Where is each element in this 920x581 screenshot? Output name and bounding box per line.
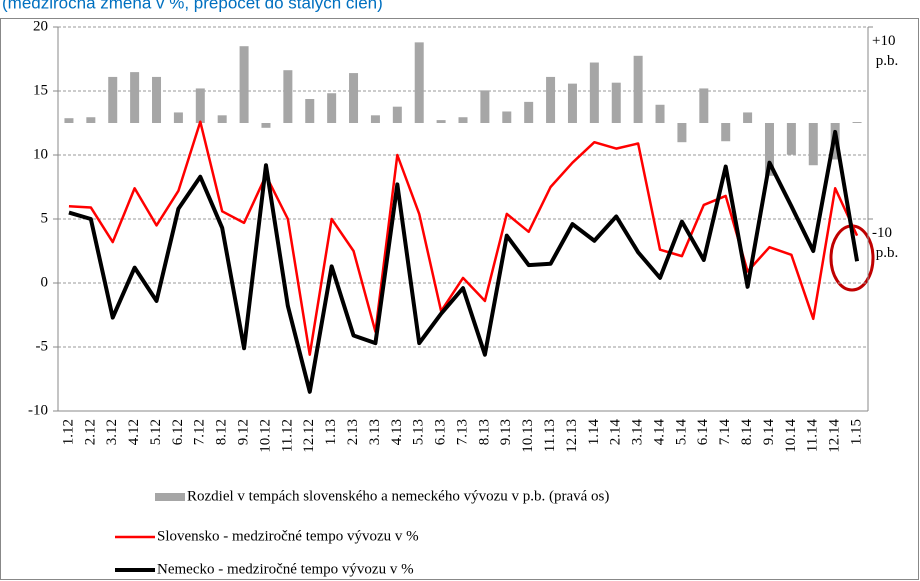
x-tick-label: 1.13: [323, 419, 339, 445]
bar: [86, 117, 96, 123]
x-tick-label: 7.14: [717, 419, 733, 446]
bar: [699, 88, 709, 123]
line: [68, 120, 859, 356]
bar: [633, 55, 643, 123]
x-tick-label: 2.14: [608, 419, 624, 446]
x-tick-label: 4.14: [651, 419, 667, 446]
bar: [764, 123, 774, 176]
x-tick-label: 5.12: [148, 419, 164, 445]
x-tick-label: 8.12: [214, 419, 230, 445]
x-tick-label: 7.13: [454, 419, 470, 445]
x-tick-label: 5.14: [673, 419, 689, 446]
bar: [414, 42, 424, 123]
bar: [721, 123, 731, 142]
x-tick-label: 2.12: [82, 419, 98, 445]
x-tick-label: 6.12: [170, 419, 186, 445]
chart-border: [0, 18, 919, 580]
bar: [108, 76, 118, 123]
bar: [743, 112, 753, 123]
legend-label: Rozdiel v tempách slovenského a nemeckéh…: [187, 488, 609, 504]
y2-tick-label: +10 p.b.: [872, 33, 898, 69]
bar: [546, 76, 556, 123]
bar: [567, 83, 577, 123]
x-tick-label: 2.13: [345, 419, 361, 445]
y-tick-label: 0: [41, 274, 49, 290]
bar: [327, 93, 337, 123]
x-tick-label: 8.13: [476, 419, 492, 445]
line: [68, 129, 860, 394]
x-tick-label: 4.12: [126, 419, 142, 445]
x-tick-label: 6.14: [695, 419, 711, 446]
x-tick-label: 9.12: [236, 419, 252, 445]
x-tick-label: 10.14: [783, 419, 799, 453]
y2-tick-label: -10 p.b.: [872, 225, 898, 261]
x-tick-label: 11.14: [805, 419, 821, 453]
x-tick-label: 6.13: [433, 419, 449, 445]
y-tick-label: -5: [36, 338, 49, 354]
bar: [283, 70, 293, 123]
x-tick-label: 12.13: [564, 419, 580, 453]
bar: [480, 90, 490, 123]
bar: [524, 101, 534, 123]
x-tick-label: 5.13: [411, 419, 427, 445]
bar: [130, 72, 140, 123]
y-tick-label: 15: [33, 82, 48, 98]
y-tick-label: 10: [33, 146, 48, 162]
bar: [392, 106, 402, 123]
bar: [611, 82, 621, 123]
x-tick-label: 3.13: [367, 419, 383, 445]
bar: [370, 115, 380, 123]
x-tick-label: 1.12: [60, 419, 76, 445]
x-tick-label: 8.14: [739, 419, 755, 446]
bar: [458, 117, 468, 123]
x-tick-label: 1.15: [848, 419, 864, 445]
x-tick-label: 10.13: [520, 419, 536, 453]
bar: [261, 123, 271, 128]
x-tick-label: 3.12: [104, 419, 120, 445]
bar: [786, 123, 796, 155]
x-tick-label: 12.14: [827, 419, 843, 453]
x-tick-label: 9.13: [498, 419, 514, 445]
bar: [173, 112, 183, 123]
legend-label: Slovensko - medziročné tempo vývozu v %: [157, 528, 419, 544]
x-tick-label: 1.14: [586, 419, 602, 446]
bar: [349, 73, 359, 123]
bar: [64, 118, 74, 123]
y-tick-label: 5: [41, 210, 49, 226]
bar: [305, 99, 315, 123]
x-tick-label: 11.12: [279, 419, 295, 452]
chart-title: (medziročná zmena v %, prepočet do stály…: [2, 0, 383, 12]
bar: [808, 123, 818, 166]
x-tick-label: 3.14: [630, 419, 646, 446]
legend-swatch: [155, 493, 185, 501]
bar: [502, 111, 512, 123]
bar: [152, 76, 162, 123]
bar: [217, 115, 227, 123]
bar: [655, 104, 665, 123]
y-tick-label: -10: [28, 402, 48, 418]
x-tick-label: 11.13: [542, 419, 558, 452]
x-tick-label: 4.13: [389, 419, 405, 445]
bar: [195, 88, 205, 123]
bar: [589, 62, 599, 123]
x-tick-label: 10.12: [257, 419, 273, 453]
x-tick-label: 9.14: [761, 419, 777, 446]
x-tick-label: 7.12: [192, 419, 208, 445]
y-tick-label: 20: [33, 18, 48, 34]
x-tick-label: 12.12: [301, 419, 317, 453]
bar: [239, 46, 249, 124]
legend-label: Nemecko - medziročné tempo vývozu v %: [157, 561, 414, 577]
bar: [852, 122, 862, 123]
bar: [677, 123, 687, 143]
bar: [436, 120, 446, 123]
